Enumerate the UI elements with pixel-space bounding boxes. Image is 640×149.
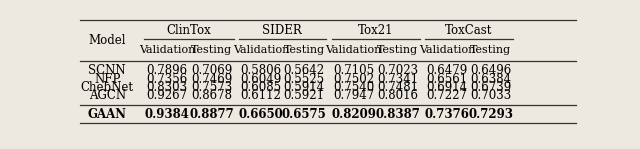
- Text: 0.5642: 0.5642: [284, 64, 324, 77]
- Text: 0.7502: 0.7502: [333, 73, 374, 86]
- Text: 0.6561: 0.6561: [426, 73, 468, 86]
- Text: 0.7376: 0.7376: [424, 108, 470, 121]
- Text: 0.5806: 0.5806: [241, 64, 282, 77]
- Text: Tox21: Tox21: [358, 24, 394, 37]
- Text: GAAN: GAAN: [88, 108, 127, 121]
- Text: 0.5525: 0.5525: [284, 73, 324, 86]
- Text: 0.7033: 0.7033: [470, 89, 511, 102]
- Text: 0.6575: 0.6575: [282, 108, 326, 121]
- Text: NFP: NFP: [94, 73, 120, 86]
- Text: 0.6496: 0.6496: [470, 64, 511, 77]
- Text: Validation: Validation: [233, 45, 289, 55]
- Text: Model: Model: [88, 34, 126, 47]
- Text: 0.8877: 0.8877: [189, 108, 234, 121]
- Text: 0.6384: 0.6384: [470, 73, 511, 86]
- Text: 0.6112: 0.6112: [241, 89, 282, 102]
- Text: Testing: Testing: [191, 45, 232, 55]
- Text: SCNN: SCNN: [88, 64, 126, 77]
- Text: ClinTox: ClinTox: [167, 24, 211, 37]
- Text: 0.6914: 0.6914: [426, 81, 468, 94]
- Text: 0.8209: 0.8209: [332, 108, 376, 121]
- Text: 0.7341: 0.7341: [377, 73, 418, 86]
- Text: 0.6049: 0.6049: [241, 73, 282, 86]
- Text: Testing: Testing: [470, 45, 511, 55]
- Text: 0.9384: 0.9384: [145, 108, 189, 121]
- Text: 0.8678: 0.8678: [191, 89, 232, 102]
- Text: 0.7227: 0.7227: [426, 89, 468, 102]
- Text: ChebNet: ChebNet: [81, 81, 134, 94]
- Text: 0.8387: 0.8387: [375, 108, 420, 121]
- Text: Testing: Testing: [284, 45, 324, 55]
- Text: 0.7023: 0.7023: [377, 64, 418, 77]
- Text: 0.8303: 0.8303: [146, 81, 188, 94]
- Text: 0.7947: 0.7947: [333, 89, 374, 102]
- Text: 0.7069: 0.7069: [191, 64, 232, 77]
- Text: Validation: Validation: [326, 45, 382, 55]
- Text: 0.7356: 0.7356: [146, 73, 188, 86]
- Text: Testing: Testing: [377, 45, 418, 55]
- Text: Validation: Validation: [419, 45, 476, 55]
- Text: 0.7469: 0.7469: [191, 73, 232, 86]
- Text: AGCN: AGCN: [89, 89, 126, 102]
- Text: 0.6085: 0.6085: [241, 81, 282, 94]
- Text: 0.6479: 0.6479: [426, 64, 468, 77]
- Text: 0.7293: 0.7293: [468, 108, 513, 121]
- Text: 0.6650: 0.6650: [239, 108, 284, 121]
- Text: 0.7540: 0.7540: [333, 81, 374, 94]
- Text: SIDER: SIDER: [262, 24, 302, 37]
- Text: 0.7573: 0.7573: [191, 81, 232, 94]
- Text: 0.5914: 0.5914: [284, 81, 324, 94]
- Text: 0.9267: 0.9267: [146, 89, 188, 102]
- Text: 0.5921: 0.5921: [284, 89, 324, 102]
- Text: 0.7481: 0.7481: [377, 81, 418, 94]
- Text: 0.7105: 0.7105: [333, 64, 374, 77]
- Text: 0.8016: 0.8016: [377, 89, 418, 102]
- Text: Validation: Validation: [139, 45, 195, 55]
- Text: ToxCast: ToxCast: [445, 24, 493, 37]
- Text: 0.6739: 0.6739: [470, 81, 511, 94]
- Text: 0.7896: 0.7896: [146, 64, 188, 77]
